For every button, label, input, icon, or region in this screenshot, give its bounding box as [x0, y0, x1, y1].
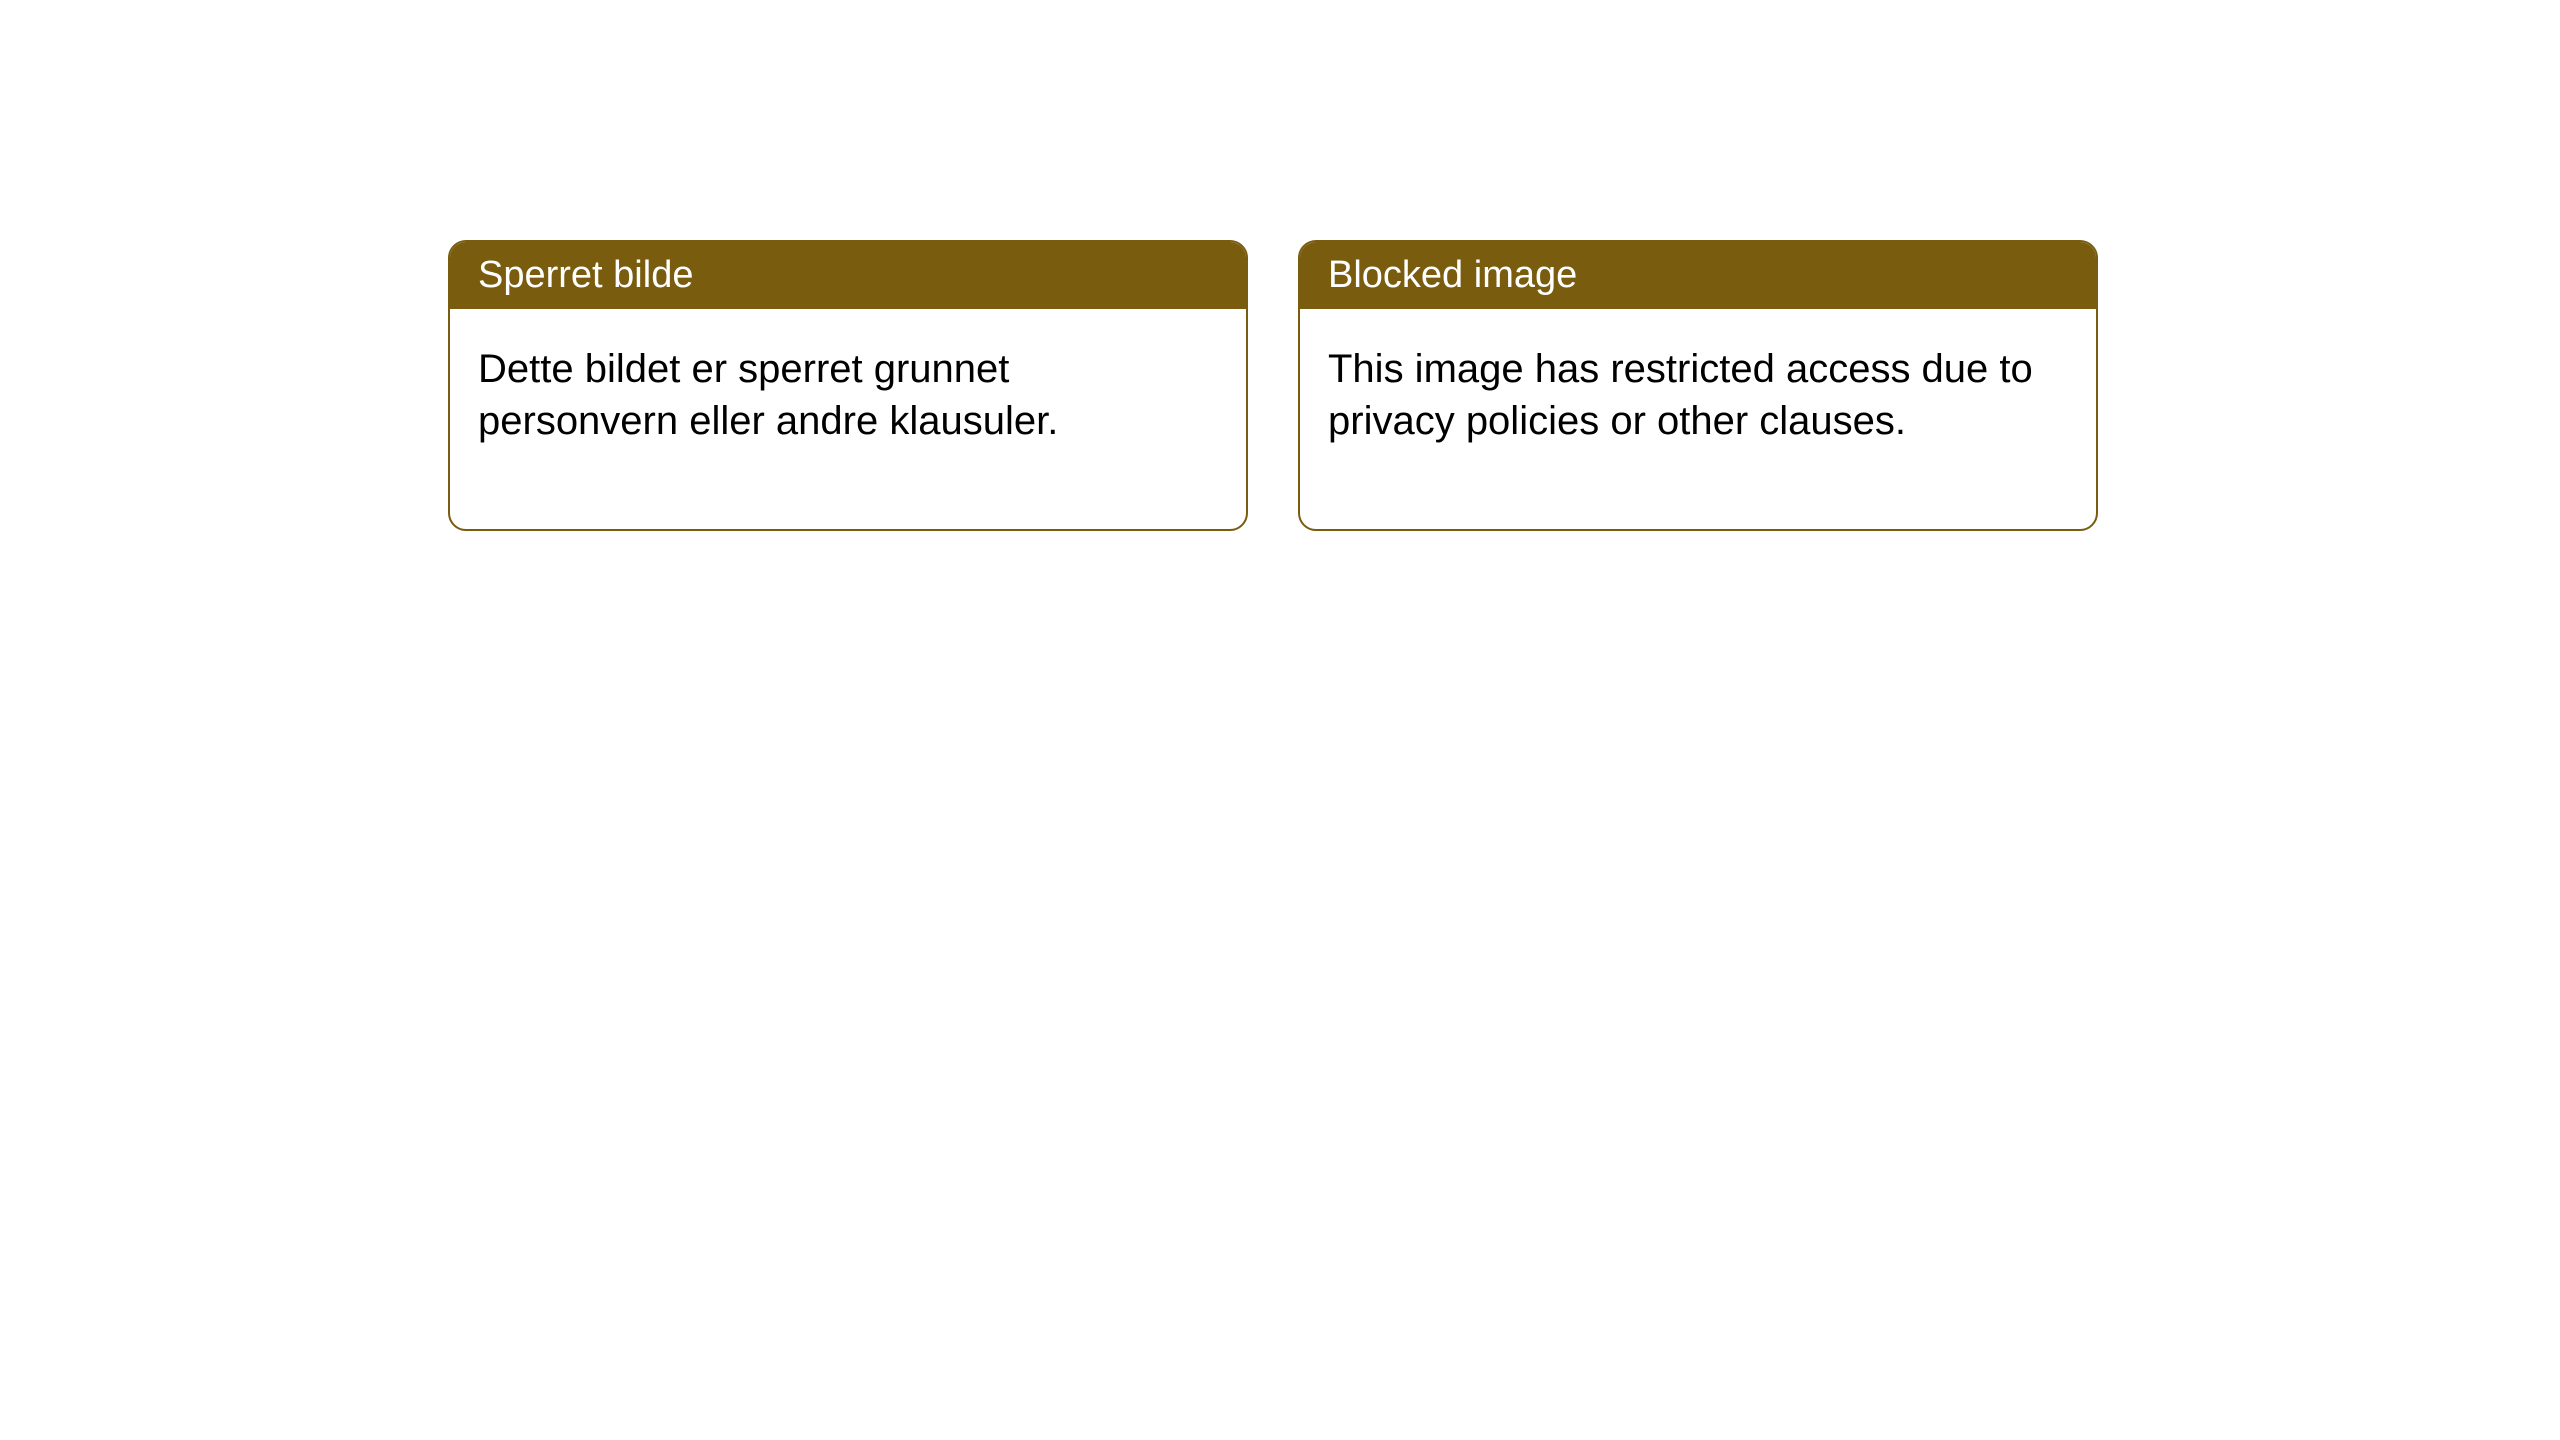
notice-card-body-no: Dette bildet er sperret grunnet personve… [450, 309, 1246, 529]
notice-card-body-en: This image has restricted access due to … [1300, 309, 2096, 529]
notice-container: Sperret bilde Dette bildet er sperret gr… [448, 240, 2098, 531]
notice-card-no: Sperret bilde Dette bildet er sperret gr… [448, 240, 1248, 531]
notice-card-title-no: Sperret bilde [450, 242, 1246, 309]
notice-card-title-en: Blocked image [1300, 242, 2096, 309]
notice-card-en: Blocked image This image has restricted … [1298, 240, 2098, 531]
